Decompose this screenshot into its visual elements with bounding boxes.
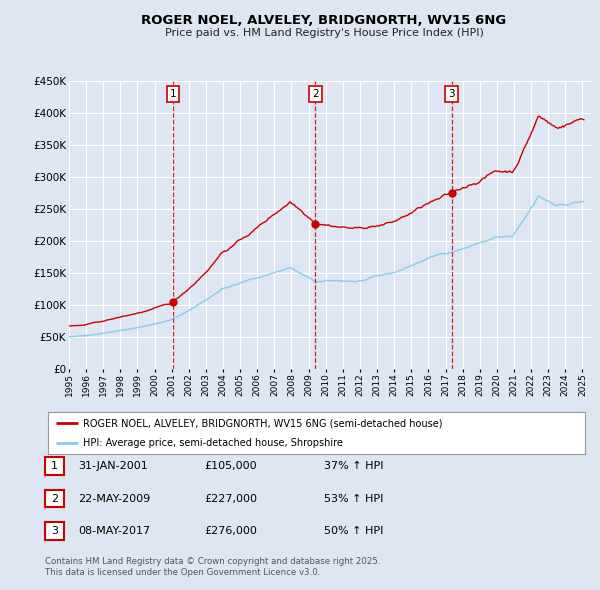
Text: 53% ↑ HPI: 53% ↑ HPI: [324, 494, 383, 503]
Text: HPI: Average price, semi-detached house, Shropshire: HPI: Average price, semi-detached house,…: [83, 438, 343, 448]
Text: 3: 3: [51, 526, 58, 536]
Text: £227,000: £227,000: [204, 494, 257, 503]
Text: £276,000: £276,000: [204, 526, 257, 536]
Text: 2: 2: [312, 89, 319, 99]
Text: ROGER NOEL, ALVELEY, BRIDGNORTH, WV15 6NG: ROGER NOEL, ALVELEY, BRIDGNORTH, WV15 6N…: [142, 14, 506, 27]
Text: 1: 1: [170, 89, 176, 99]
Text: 1: 1: [51, 461, 58, 471]
Text: 50% ↑ HPI: 50% ↑ HPI: [324, 526, 383, 536]
Text: 22-MAY-2009: 22-MAY-2009: [78, 494, 150, 503]
Text: ROGER NOEL, ALVELEY, BRIDGNORTH, WV15 6NG (semi-detached house): ROGER NOEL, ALVELEY, BRIDGNORTH, WV15 6N…: [83, 418, 442, 428]
Text: Contains HM Land Registry data © Crown copyright and database right 2025.: Contains HM Land Registry data © Crown c…: [45, 557, 380, 566]
Text: This data is licensed under the Open Government Licence v3.0.: This data is licensed under the Open Gov…: [45, 568, 320, 577]
Text: £105,000: £105,000: [204, 461, 257, 471]
Text: 3: 3: [448, 89, 455, 99]
Text: 37% ↑ HPI: 37% ↑ HPI: [324, 461, 383, 471]
Text: 31-JAN-2001: 31-JAN-2001: [78, 461, 148, 471]
Text: 08-MAY-2017: 08-MAY-2017: [78, 526, 150, 536]
Text: 2: 2: [51, 494, 58, 503]
Text: Price paid vs. HM Land Registry's House Price Index (HPI): Price paid vs. HM Land Registry's House …: [164, 28, 484, 38]
